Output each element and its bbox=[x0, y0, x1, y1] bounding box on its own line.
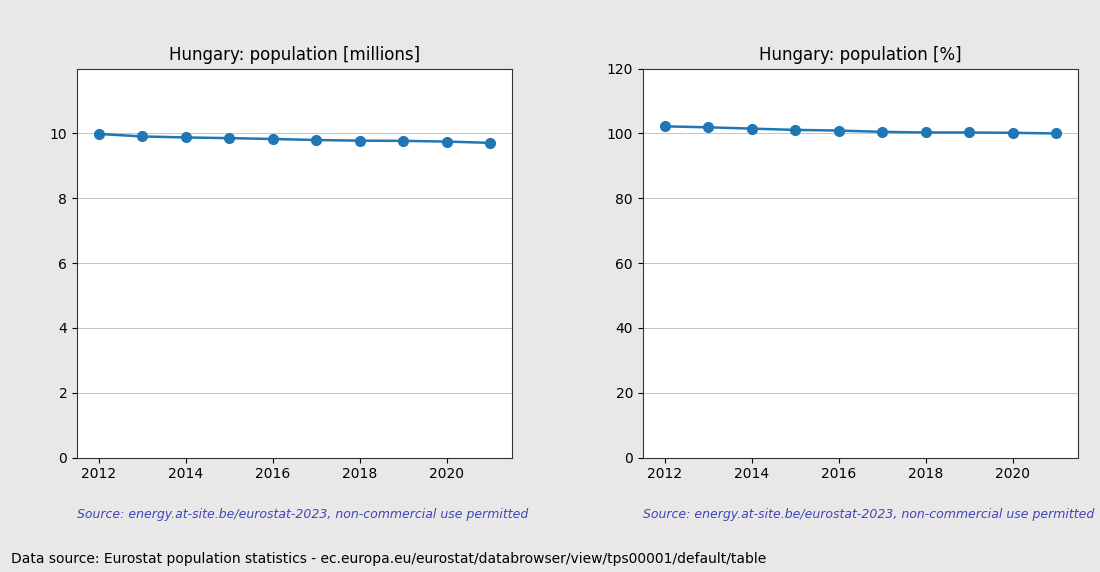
Title: Hungary: population [%]: Hungary: population [%] bbox=[759, 46, 961, 64]
Text: Source: energy.at-site.be/eurostat-2023, non-commercial use permitted: Source: energy.at-site.be/eurostat-2023,… bbox=[77, 508, 528, 521]
Text: Data source: Eurostat population statistics - ec.europa.eu/eurostat/databrowser/: Data source: Eurostat population statist… bbox=[11, 553, 767, 566]
Text: Source: energy.at-site.be/eurostat-2023, non-commercial use permitted: Source: energy.at-site.be/eurostat-2023,… bbox=[642, 508, 1094, 521]
Title: Hungary: population [millions]: Hungary: population [millions] bbox=[169, 46, 420, 64]
